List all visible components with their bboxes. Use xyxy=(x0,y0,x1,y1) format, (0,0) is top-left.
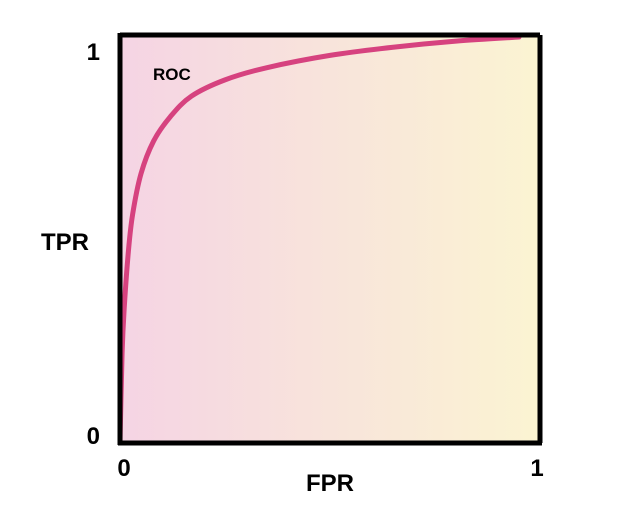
roc-series-label: ROC xyxy=(153,65,191,84)
plot-background xyxy=(120,35,540,443)
x-tick-label-max: 1 xyxy=(530,455,543,482)
x-axis-label: FPR xyxy=(306,470,354,497)
y-tick-label-max: 1 xyxy=(87,39,100,66)
roc-curve-line xyxy=(117,34,522,446)
y-axis-label: TPR xyxy=(41,229,89,256)
y-tick-label-min: 0 xyxy=(87,423,100,450)
x-tick-label-min: 0 xyxy=(117,455,130,482)
